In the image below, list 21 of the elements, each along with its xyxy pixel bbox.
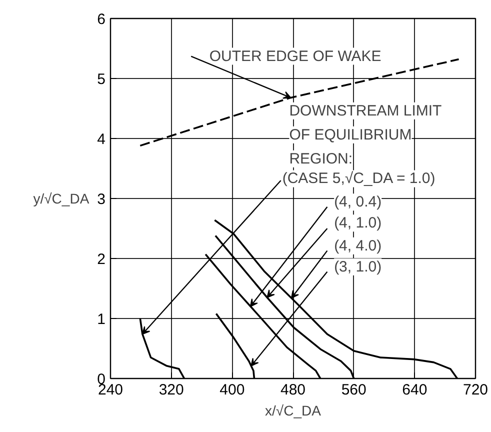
annotation: (3, 1.0) bbox=[334, 258, 382, 276]
annotation: (4, 1.0) bbox=[334, 214, 382, 232]
x-tick-label: 320 bbox=[158, 382, 184, 398]
annotation: (4, 4.0) bbox=[334, 237, 382, 254]
annotation: (CASE 5,√C_DA = 1.0) bbox=[282, 170, 436, 188]
y-tick-label: 6 bbox=[97, 11, 106, 28]
annotation: DOWNSTREAM LIMIT OF EQUILIBRIUM REGION: bbox=[289, 102, 442, 168]
y-tick-label: 4 bbox=[97, 131, 106, 148]
annotation: OUTER EDGE OF WAKE bbox=[209, 48, 382, 65]
y-tick-label: 2 bbox=[97, 251, 106, 268]
x-tick-label: 400 bbox=[220, 382, 245, 398]
y-tick-label: 5 bbox=[97, 71, 106, 88]
x-tick-label: 720 bbox=[462, 382, 488, 398]
x-tick-label: 480 bbox=[280, 382, 306, 398]
annotation: (4, 0.4) bbox=[334, 194, 382, 211]
x-tick-label: 560 bbox=[341, 382, 366, 398]
y-axis-title: y/√C_DA bbox=[33, 190, 90, 206]
y-tick-label: 3 bbox=[97, 191, 106, 208]
y-tick-label: 1 bbox=[97, 311, 106, 328]
x-axis-title: x/√C_DA bbox=[265, 402, 322, 418]
x-tick-label: 640 bbox=[402, 382, 428, 398]
